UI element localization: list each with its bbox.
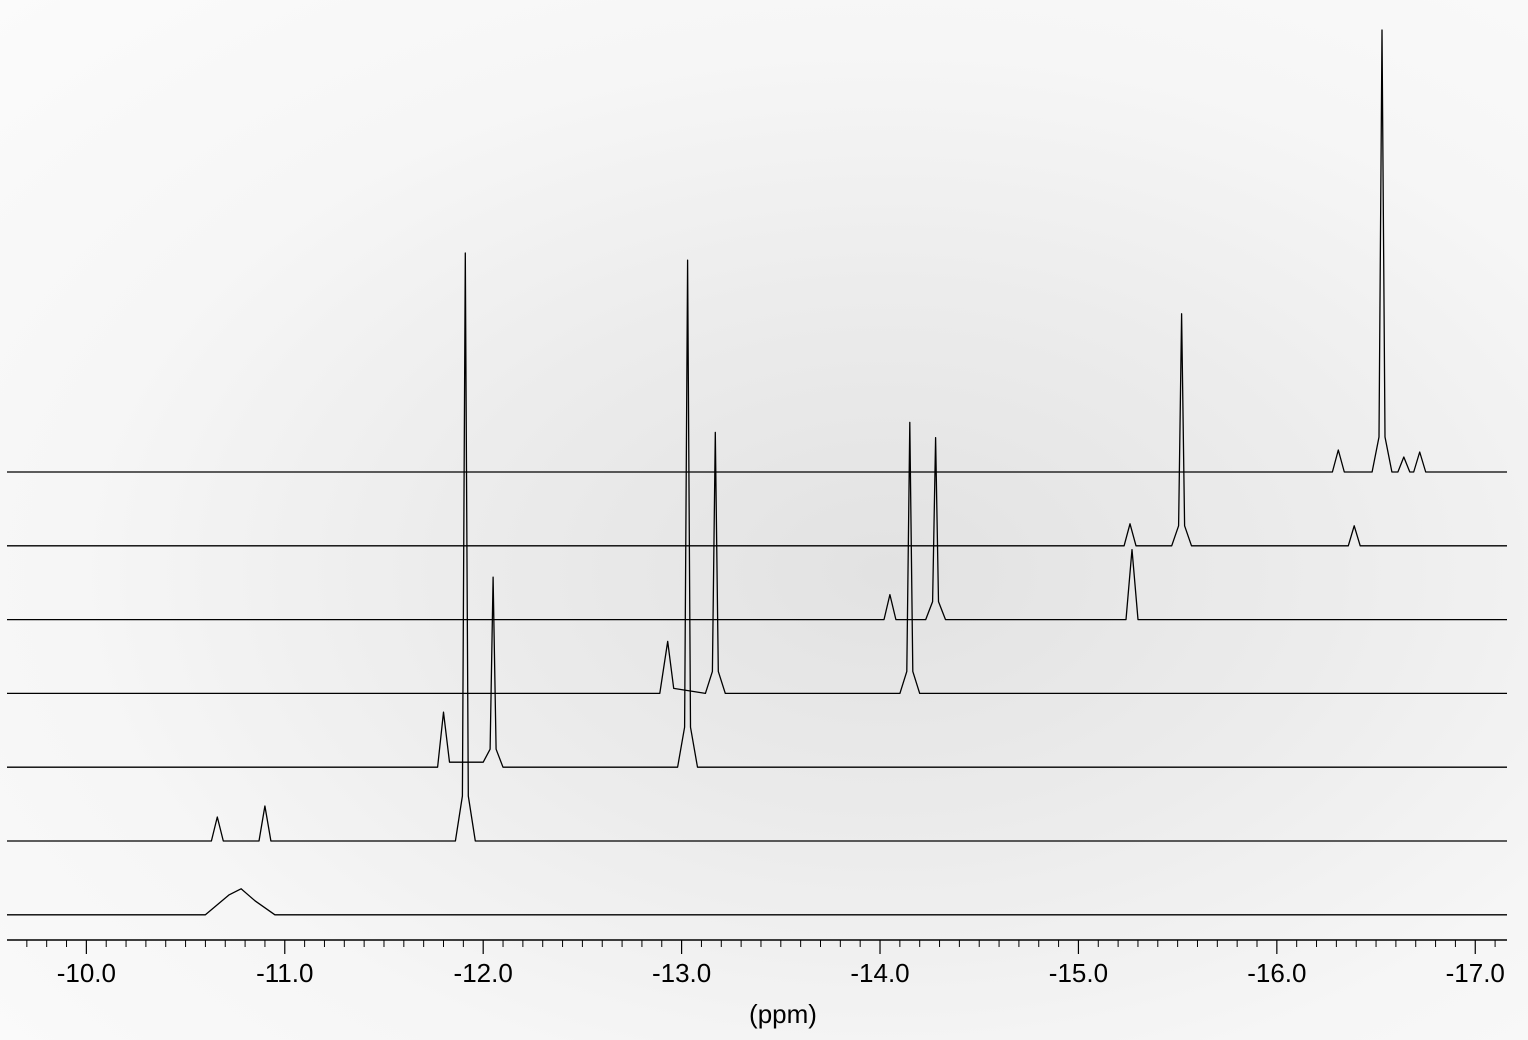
spectrum-trace bbox=[7, 259, 1507, 768]
spectrum-trace bbox=[7, 436, 1507, 621]
x-tick-label: -17.0 bbox=[1446, 958, 1505, 988]
x-tick-label: -16.0 bbox=[1247, 958, 1306, 988]
x-tick-label: -11.0 bbox=[256, 958, 313, 988]
x-axis-label: (ppm) bbox=[749, 999, 817, 1029]
spectrum-trace bbox=[7, 252, 1507, 842]
spectrum-trace bbox=[7, 313, 1507, 547]
spectrum-trace bbox=[7, 29, 1507, 473]
x-tick-label: -12.0 bbox=[454, 958, 513, 988]
x-tick-label: -14.0 bbox=[850, 958, 909, 988]
x-tick-label: -13.0 bbox=[652, 958, 711, 988]
x-tick-label: -10.0 bbox=[57, 958, 116, 988]
x-tick-label: -15.0 bbox=[1049, 958, 1108, 988]
spectrum-trace bbox=[7, 421, 1507, 695]
spectrum-trace bbox=[7, 888, 1507, 916]
